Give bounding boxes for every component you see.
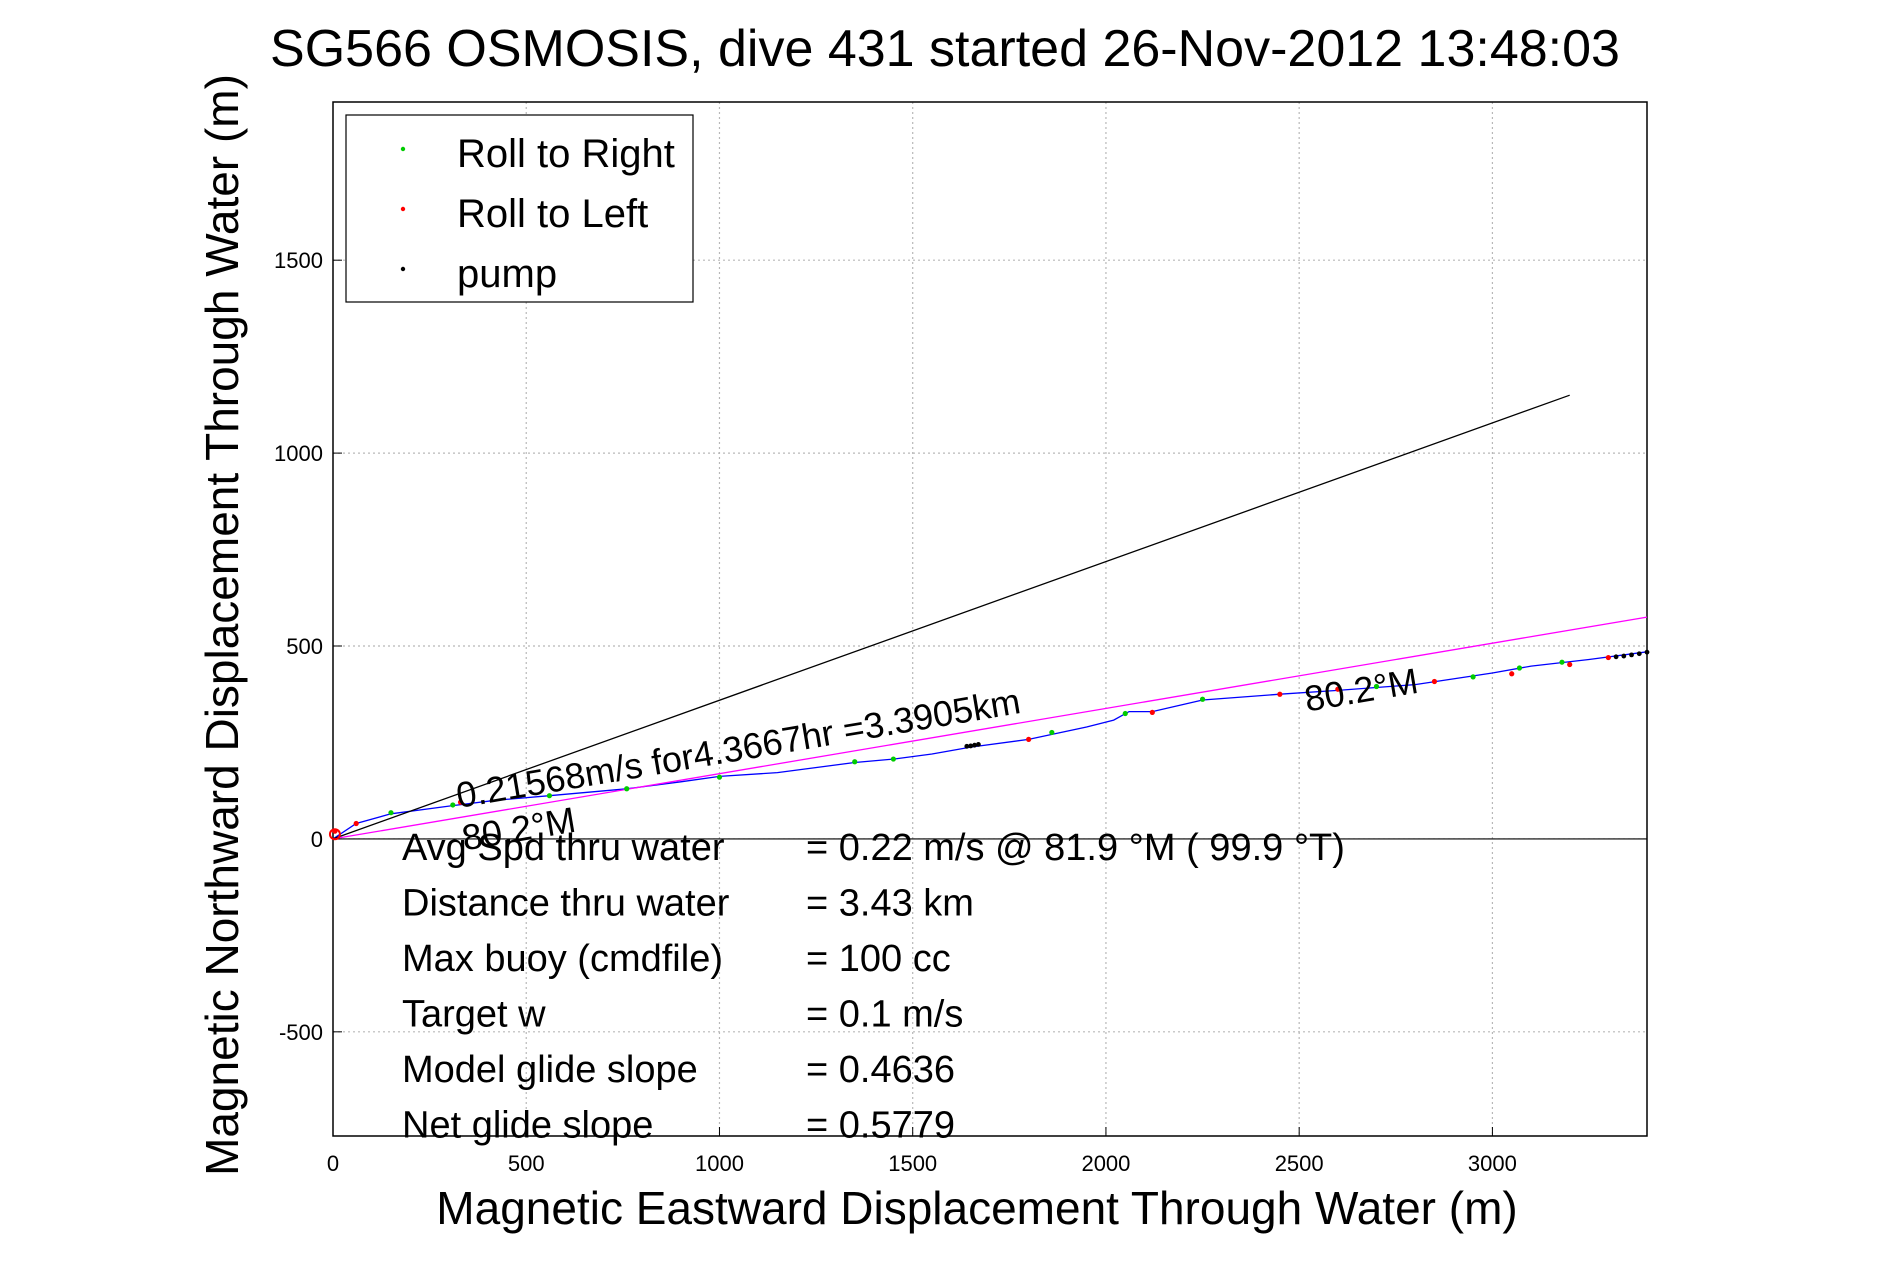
roll-right-point — [1049, 729, 1055, 736]
roll-left-point — [1431, 678, 1438, 685]
roll-right-point — [1559, 659, 1565, 665]
series-line-1 — [332, 616, 1648, 840]
roll-right-point — [852, 759, 858, 765]
legend-marker — [400, 146, 406, 152]
pump-point — [1644, 649, 1650, 655]
y-tick-label: 500 — [286, 634, 323, 659]
stat-value: = 0.4636 — [806, 1049, 955, 1091]
roll-right-point — [1373, 683, 1380, 690]
roll-left-point — [1277, 691, 1283, 697]
roll-left-point — [1509, 671, 1515, 677]
x-tick-label: 1000 — [695, 1151, 744, 1176]
roll-right-point — [1199, 696, 1206, 702]
pump-point — [968, 743, 974, 749]
chart-title: SG566 OSMOSIS, dive 431 started 26-Nov-2… — [270, 20, 1620, 78]
y-tick-label: 0 — [311, 827, 323, 852]
grid-lines — [333, 102, 1647, 1136]
legend-marker — [400, 206, 406, 212]
x-tick-label: 2500 — [1275, 1151, 1324, 1176]
pump-point — [1636, 651, 1642, 657]
x-tick-label: 500 — [508, 1151, 545, 1176]
roll-left-point — [353, 820, 359, 827]
x-axis-label: Magnetic Eastward Displacement Through W… — [436, 1182, 1517, 1234]
speed-annotation: 0.21568m/s for4.3667hr =3.3905km — [453, 680, 1023, 816]
y-axis-ticks: -500 0 500 1000 1500 — [274, 248, 342, 1045]
roll-right-point — [1122, 710, 1128, 717]
roll-right-point — [450, 802, 456, 808]
series-line-2 — [332, 394, 1570, 840]
stats-block: Avg Spd thru water = 0.22 m/s @ 81.9 °M (… — [402, 827, 1345, 1147]
stat-label: Max buoy (cmdfile) — [402, 938, 723, 980]
legend-label: Roll to Left — [457, 192, 648, 236]
legend-marker — [400, 266, 406, 272]
x-tick-label: 3000 — [1468, 1151, 1517, 1176]
pump-point — [972, 742, 977, 748]
legend: Roll to Right Roll to Left pump — [345, 114, 694, 303]
pump-point — [1613, 654, 1619, 660]
roll-right-point — [388, 810, 394, 816]
stat-value: = 0.22 m/s @ 81.9 °M ( 99.9 °T) — [806, 827, 1345, 869]
x-axis-ticks: 0 500 1000 1500 2000 2500 3000 — [327, 1127, 1517, 1176]
y-axis-label: Magnetic Northward Displacement Through … — [196, 74, 248, 1176]
stat-value: = 3.43 km — [806, 883, 974, 925]
roll-left-point — [457, 799, 464, 805]
roll-left-point — [1605, 654, 1611, 661]
pump-point — [964, 743, 970, 749]
legend-label: Roll to Right — [457, 132, 675, 176]
stat-label: Distance thru water — [402, 883, 730, 925]
heading-annotation: 80.2°M — [1301, 660, 1421, 720]
roll-right-point — [890, 756, 896, 762]
pump-point — [976, 741, 981, 747]
plot-area — [332, 101, 1648, 1137]
stat-label: Net glide slope — [402, 1105, 653, 1147]
y-tick-label: -500 — [279, 1020, 323, 1045]
roll-right-point — [716, 774, 723, 780]
pump-point — [1629, 652, 1634, 658]
legend-label: pump — [457, 252, 557, 296]
stat-value: = 0.5779 — [806, 1105, 955, 1147]
roll-left-point — [1335, 686, 1341, 692]
stat-value: = 0.1 m/s — [806, 994, 963, 1036]
x-tick-label: 2000 — [1081, 1151, 1130, 1176]
roll-left-point — [1149, 709, 1155, 715]
stat-label: Model glide slope — [402, 1049, 698, 1091]
x-tick-label: 0 — [327, 1151, 339, 1176]
y-tick-label: 1500 — [274, 248, 323, 273]
roll-right-point — [624, 786, 630, 792]
stat-value: = 100 cc — [806, 938, 951, 980]
x-tick-label: 1500 — [888, 1151, 937, 1176]
stat-label: Target w — [402, 994, 546, 1036]
y-tick-label: 1000 — [274, 441, 323, 466]
stat-label: Avg Spd thru water — [402, 827, 725, 869]
start-marker — [328, 828, 341, 841]
roll-right-point — [1470, 674, 1476, 680]
pump-point — [1621, 653, 1627, 659]
roll-right-point — [546, 793, 553, 799]
data-markers — [328, 649, 1650, 841]
roll-left-point — [1567, 661, 1573, 668]
roll-right-point — [1516, 665, 1523, 671]
roll-left-point — [1026, 736, 1032, 742]
